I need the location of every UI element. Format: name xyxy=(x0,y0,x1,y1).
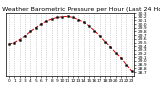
Title: Milwaukee Weather Barometric Pressure per Hour (Last 24 Hours): Milwaukee Weather Barometric Pressure pe… xyxy=(0,7,160,12)
